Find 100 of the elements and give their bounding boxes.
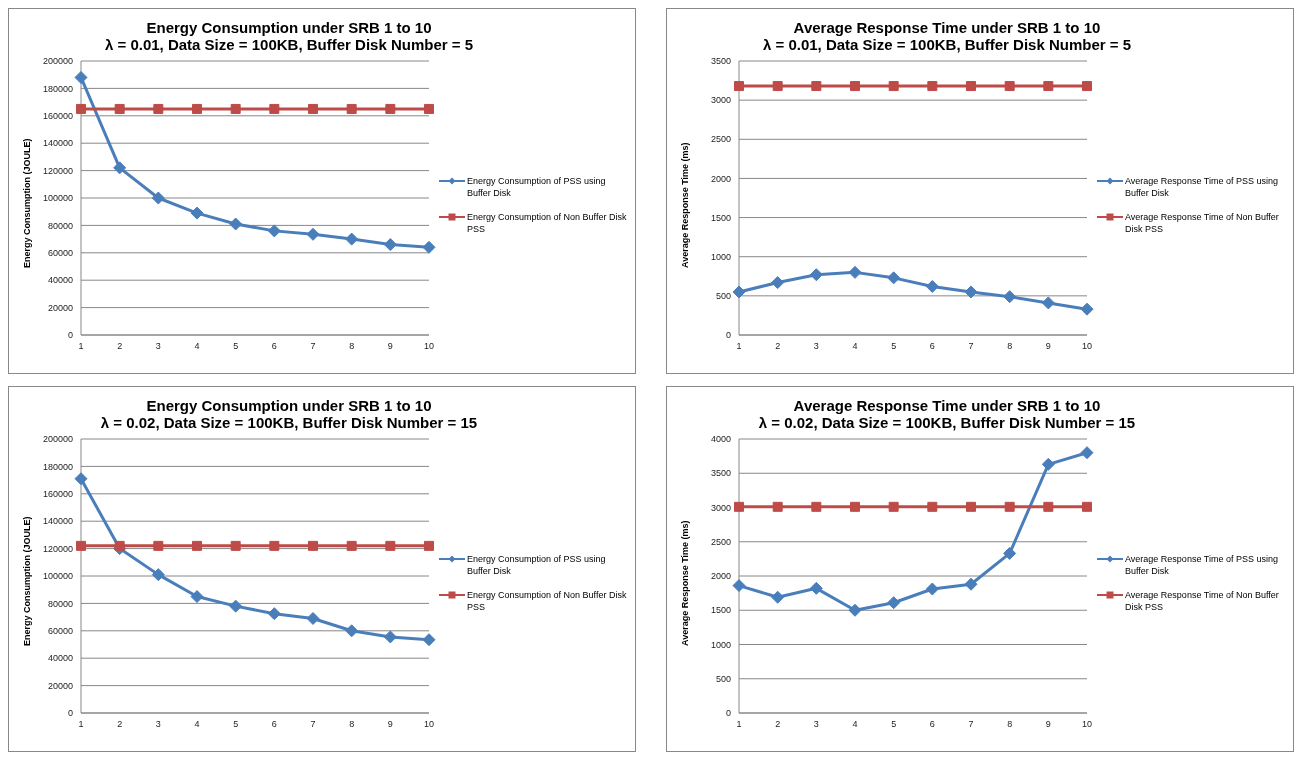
point: [190, 590, 204, 604]
x-tick-label: 2: [775, 719, 781, 730]
point: [734, 501, 744, 512]
point: [1082, 81, 1092, 92]
x-tick-label: 4: [852, 719, 858, 730]
x-tick-label: 7: [968, 719, 974, 730]
y-tick-label: 1000: [710, 639, 731, 650]
y-tick-label: 200000: [42, 56, 73, 67]
y-tick-label: 40000: [47, 653, 73, 664]
point: [848, 603, 862, 617]
x-tick-label: 8: [349, 719, 355, 730]
x-tick-label: 7: [968, 341, 974, 352]
x-tick-label: 7: [310, 719, 316, 730]
chart-title: Energy Consumption under SRB 1 to 10: [145, 397, 433, 414]
chart-subtitle: λ = 0.01, Data Size = 100KB, Buffer Disk Number = 5: [761, 36, 1133, 53]
x-tick-label: 3: [813, 341, 819, 352]
y-tick-label: 4000: [710, 434, 731, 445]
legend-label: Average Response Time of PSS using Buffer Disk: [1125, 175, 1279, 199]
point: [1041, 296, 1055, 310]
point: [76, 540, 86, 551]
x-tick-label: 6: [271, 719, 277, 730]
y-tick-label: 2000: [710, 173, 731, 184]
chart-title: Average Response Time under SRB 1 to 10: [792, 397, 1102, 414]
chart-subtitle: λ = 0.02, Data Size = 100KB, Buffer Disk Number = 15: [757, 414, 1137, 431]
point: [848, 265, 862, 279]
point: [422, 240, 436, 254]
point: [230, 540, 241, 551]
x-tick-label: 4: [852, 341, 858, 352]
point: [346, 540, 357, 551]
y-tick-label: 3000: [710, 95, 731, 106]
y-tick-label: 20000: [47, 680, 73, 691]
point: [964, 285, 978, 299]
point: [809, 581, 823, 595]
point: [772, 501, 783, 512]
legend-label: Energy Consumption of Non Buffer Disk PSS: [467, 589, 628, 613]
point: [308, 540, 318, 551]
x-tick-label: 8: [349, 341, 355, 352]
y-tick-label: 2500: [710, 134, 731, 145]
point: [308, 103, 318, 114]
point: [345, 624, 359, 638]
x-tick-label: 2: [775, 341, 781, 352]
y-tick-label: 0: [67, 708, 73, 719]
point: [192, 540, 202, 551]
point: [151, 568, 165, 582]
x-tick-label: 8: [1007, 341, 1013, 352]
point: [1003, 546, 1017, 560]
x-tick-label: 7: [310, 341, 316, 352]
legend-label: Average Response Time of PSS using Buffer Disk: [1125, 553, 1279, 577]
y-tick-label: 140000: [42, 138, 73, 149]
point: [887, 596, 901, 610]
point: [1004, 501, 1015, 512]
y-tick-label: 200000: [42, 434, 73, 445]
y-tick-label: 60000: [47, 248, 73, 258]
y-tick-label: 3500: [710, 468, 731, 479]
x-tick-label: 1: [736, 719, 742, 730]
x-tick-label: 9: [1045, 719, 1051, 730]
y-tick-label: 500: [715, 673, 731, 684]
y-axis-title: Energy Consumption (JOULE): [22, 138, 33, 268]
x-tick-label: 10: [1081, 719, 1093, 730]
y-tick-label: 180000: [42, 461, 73, 472]
x-tick-label: 9: [1045, 341, 1051, 352]
y-tick-label: 20000: [47, 302, 73, 313]
point: [346, 103, 357, 114]
point: [1043, 81, 1054, 92]
y-tick-label: 160000: [42, 488, 73, 499]
y-tick-label: 60000: [47, 625, 73, 636]
point: [269, 540, 280, 551]
point: [383, 238, 397, 252]
point: [153, 540, 164, 551]
point: [306, 227, 320, 241]
y-tick-label: 3500: [710, 56, 731, 67]
x-tick-label: 9: [387, 719, 393, 730]
y-tick-label: 2000: [710, 571, 731, 582]
point: [927, 81, 938, 92]
y-tick-label: 0: [725, 708, 731, 719]
legend-label: Energy Consumption of Non Buffer Disk PSS: [467, 211, 628, 235]
point: [771, 590, 785, 604]
y-tick-label: 120000: [42, 543, 73, 554]
y-tick-label: 0: [725, 330, 731, 341]
point: [732, 579, 746, 593]
y-tick-label: 180000: [42, 83, 73, 94]
point: [1004, 81, 1015, 92]
legend-label: Average Response Time of Non Buffer Disk PSS: [1125, 211, 1280, 235]
y-tick-label: 100000: [42, 193, 73, 204]
x-tick-label: 2: [117, 341, 123, 352]
point: [190, 206, 204, 220]
point: [269, 103, 280, 114]
y-tick-label: 160000: [42, 111, 73, 121]
point: [927, 501, 938, 512]
point: [151, 191, 165, 205]
point: [772, 81, 783, 92]
y-axis-title: Average Response Time (ms): [680, 142, 691, 268]
x-tick-label: 1: [78, 719, 84, 730]
x-tick-label: 10: [423, 719, 435, 730]
x-tick-label: 3: [155, 341, 161, 352]
point: [383, 630, 397, 644]
point: [114, 103, 125, 114]
x-tick-label: 5: [891, 341, 897, 352]
x-tick-label: 6: [271, 341, 277, 352]
point: [809, 268, 823, 282]
